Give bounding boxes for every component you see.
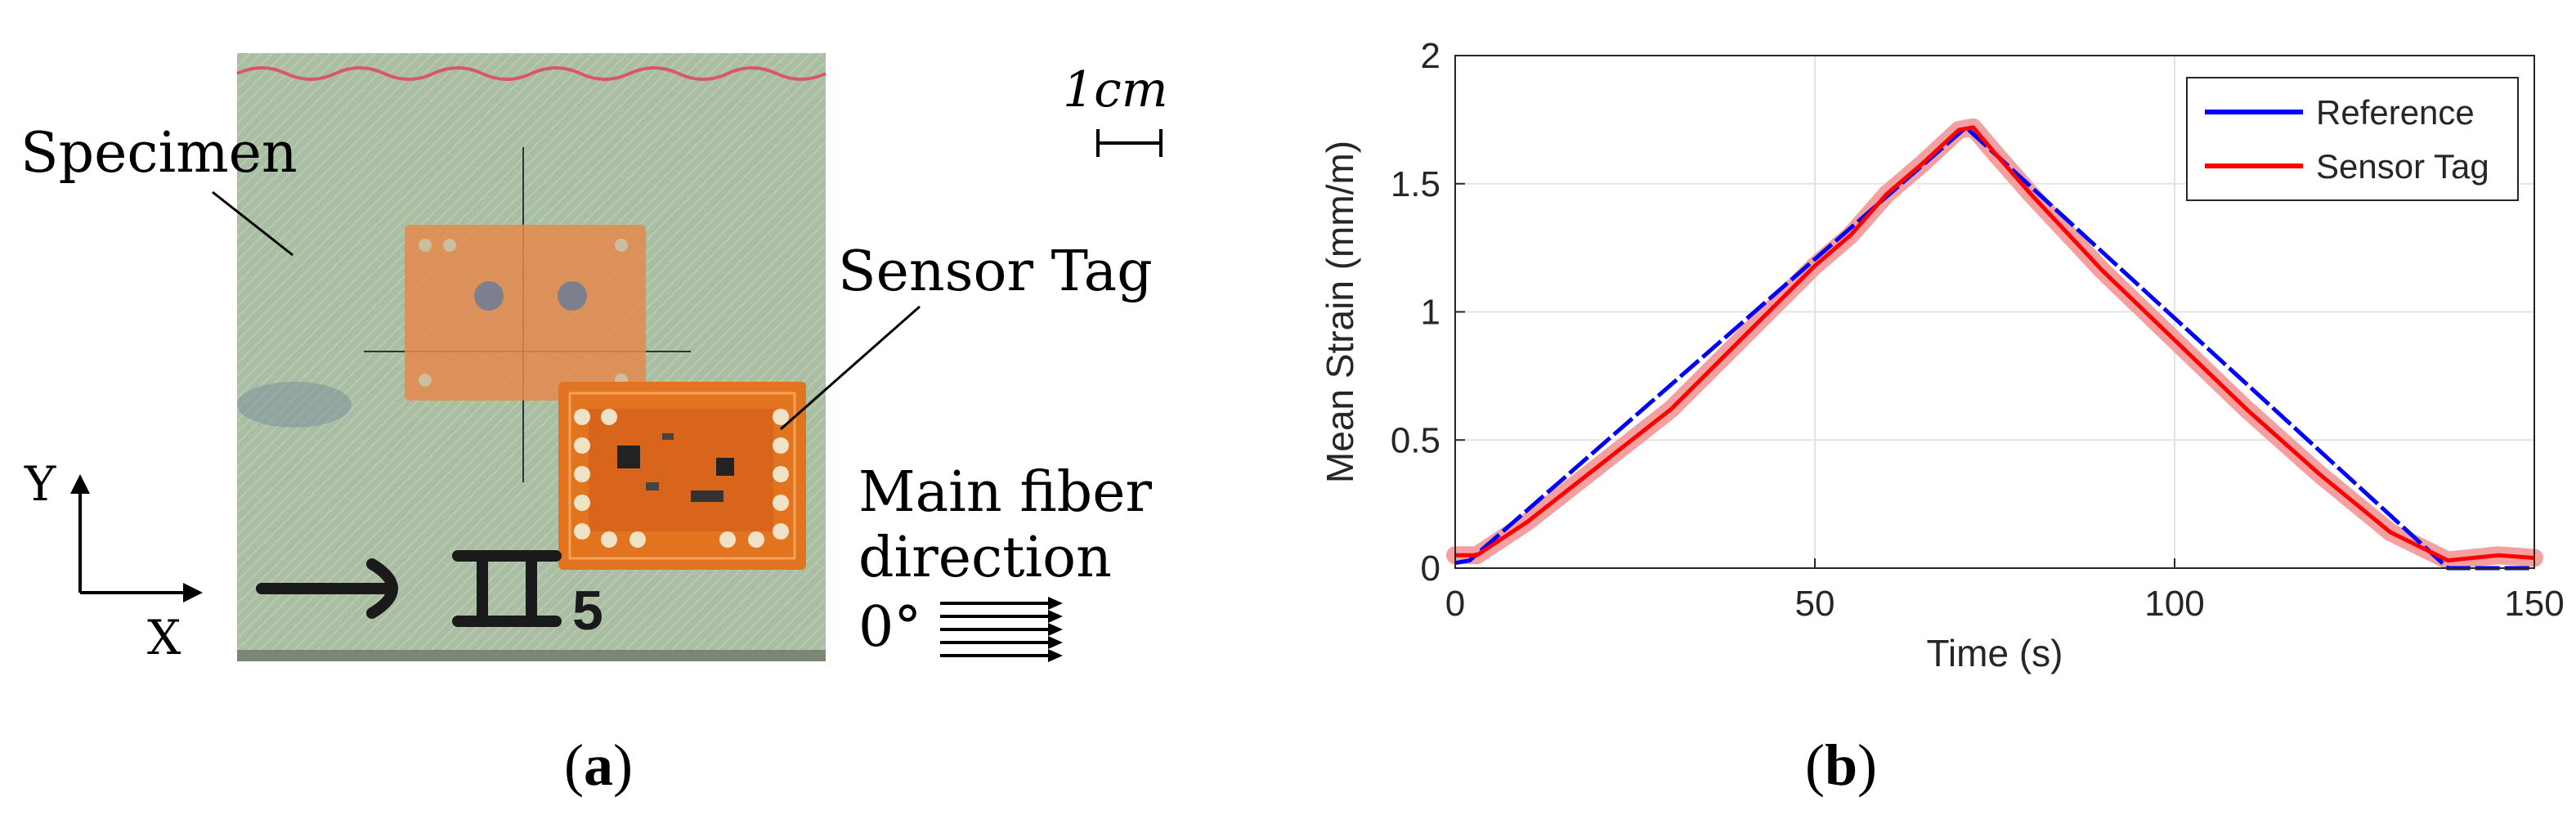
- panel-b-chart: 0 50 100 150 0 0.5 1 1.5 2 Time (s) Mean Strain …: [1275, 0, 2576, 824]
- scale-bar: [1096, 129, 1163, 157]
- tick-layer: 0 50 100 150 0 0.5 1 1.5 2: [1391, 36, 2565, 624]
- y-tick-label: 0: [1421, 549, 1440, 589]
- x-tick-label: 50: [1795, 584, 1835, 624]
- legend-label: Sensor Tag: [2316, 147, 2489, 186]
- axis-y-label: Y: [24, 456, 56, 512]
- x-tick-label: 0: [1445, 584, 1465, 624]
- x-axis-label: Time (s): [1927, 632, 2063, 674]
- y-tick-label: 1: [1421, 293, 1440, 333]
- specimen-label: Specimen: [20, 121, 298, 186]
- y-tick-label: 1.5: [1391, 164, 1440, 204]
- legend: Reference Sensor Tag: [2186, 77, 2519, 201]
- specimen-marking: [256, 550, 562, 627]
- caption-b-letter: b: [1824, 732, 1858, 798]
- back-tag: [405, 225, 646, 401]
- legend-box: [2186, 77, 2519, 201]
- specimen-photo: 5 Specimen Sensor Tag 1cm Main fibe: [20, 53, 1168, 665]
- sensor-tag-board: [558, 382, 806, 570]
- stitch-line: [236, 66, 827, 81]
- strain-chart: 0 50 100 150 0 0.5 1 1.5 2 Time (s) Mean Strain …: [1319, 36, 2565, 674]
- xy-axes-icon: [70, 474, 203, 602]
- y-tick-label: 0.5: [1391, 420, 1440, 460]
- x-tick-label: 100: [2144, 584, 2204, 624]
- fiber-direction-arrows-icon: [940, 597, 1063, 662]
- panel-a-photo: 5 Specimen Sensor Tag 1cm Main fibe: [0, 0, 1275, 824]
- sensor-tag-label: Sensor Tag: [838, 240, 1153, 304]
- fiber-direction-label-line1: Main fiber: [858, 460, 1152, 525]
- specimen-marking-digit: 5: [572, 580, 603, 642]
- y-axis-label: Mean Strain (mm/m): [1319, 141, 1361, 483]
- sensor-tag-leader-line: [780, 305, 921, 431]
- axis-x-label: X: [147, 610, 181, 665]
- caption-a: (a): [564, 732, 633, 798]
- caption-b: (b): [1805, 732, 1878, 798]
- caption-a-letter: a: [583, 732, 613, 798]
- scale-label: 1cm: [1063, 61, 1168, 119]
- legend-label: Reference: [2316, 93, 2475, 132]
- y-tick-label: 2: [1421, 36, 1440, 76]
- fiber-angle-label: 0°: [858, 595, 921, 660]
- fiber-direction-label-line2: direction: [858, 526, 1112, 590]
- series-line-sensor-tag: [1455, 125, 2535, 563]
- specimen-leader-line: [212, 190, 293, 257]
- x-tick-label: 150: [2504, 584, 2564, 624]
